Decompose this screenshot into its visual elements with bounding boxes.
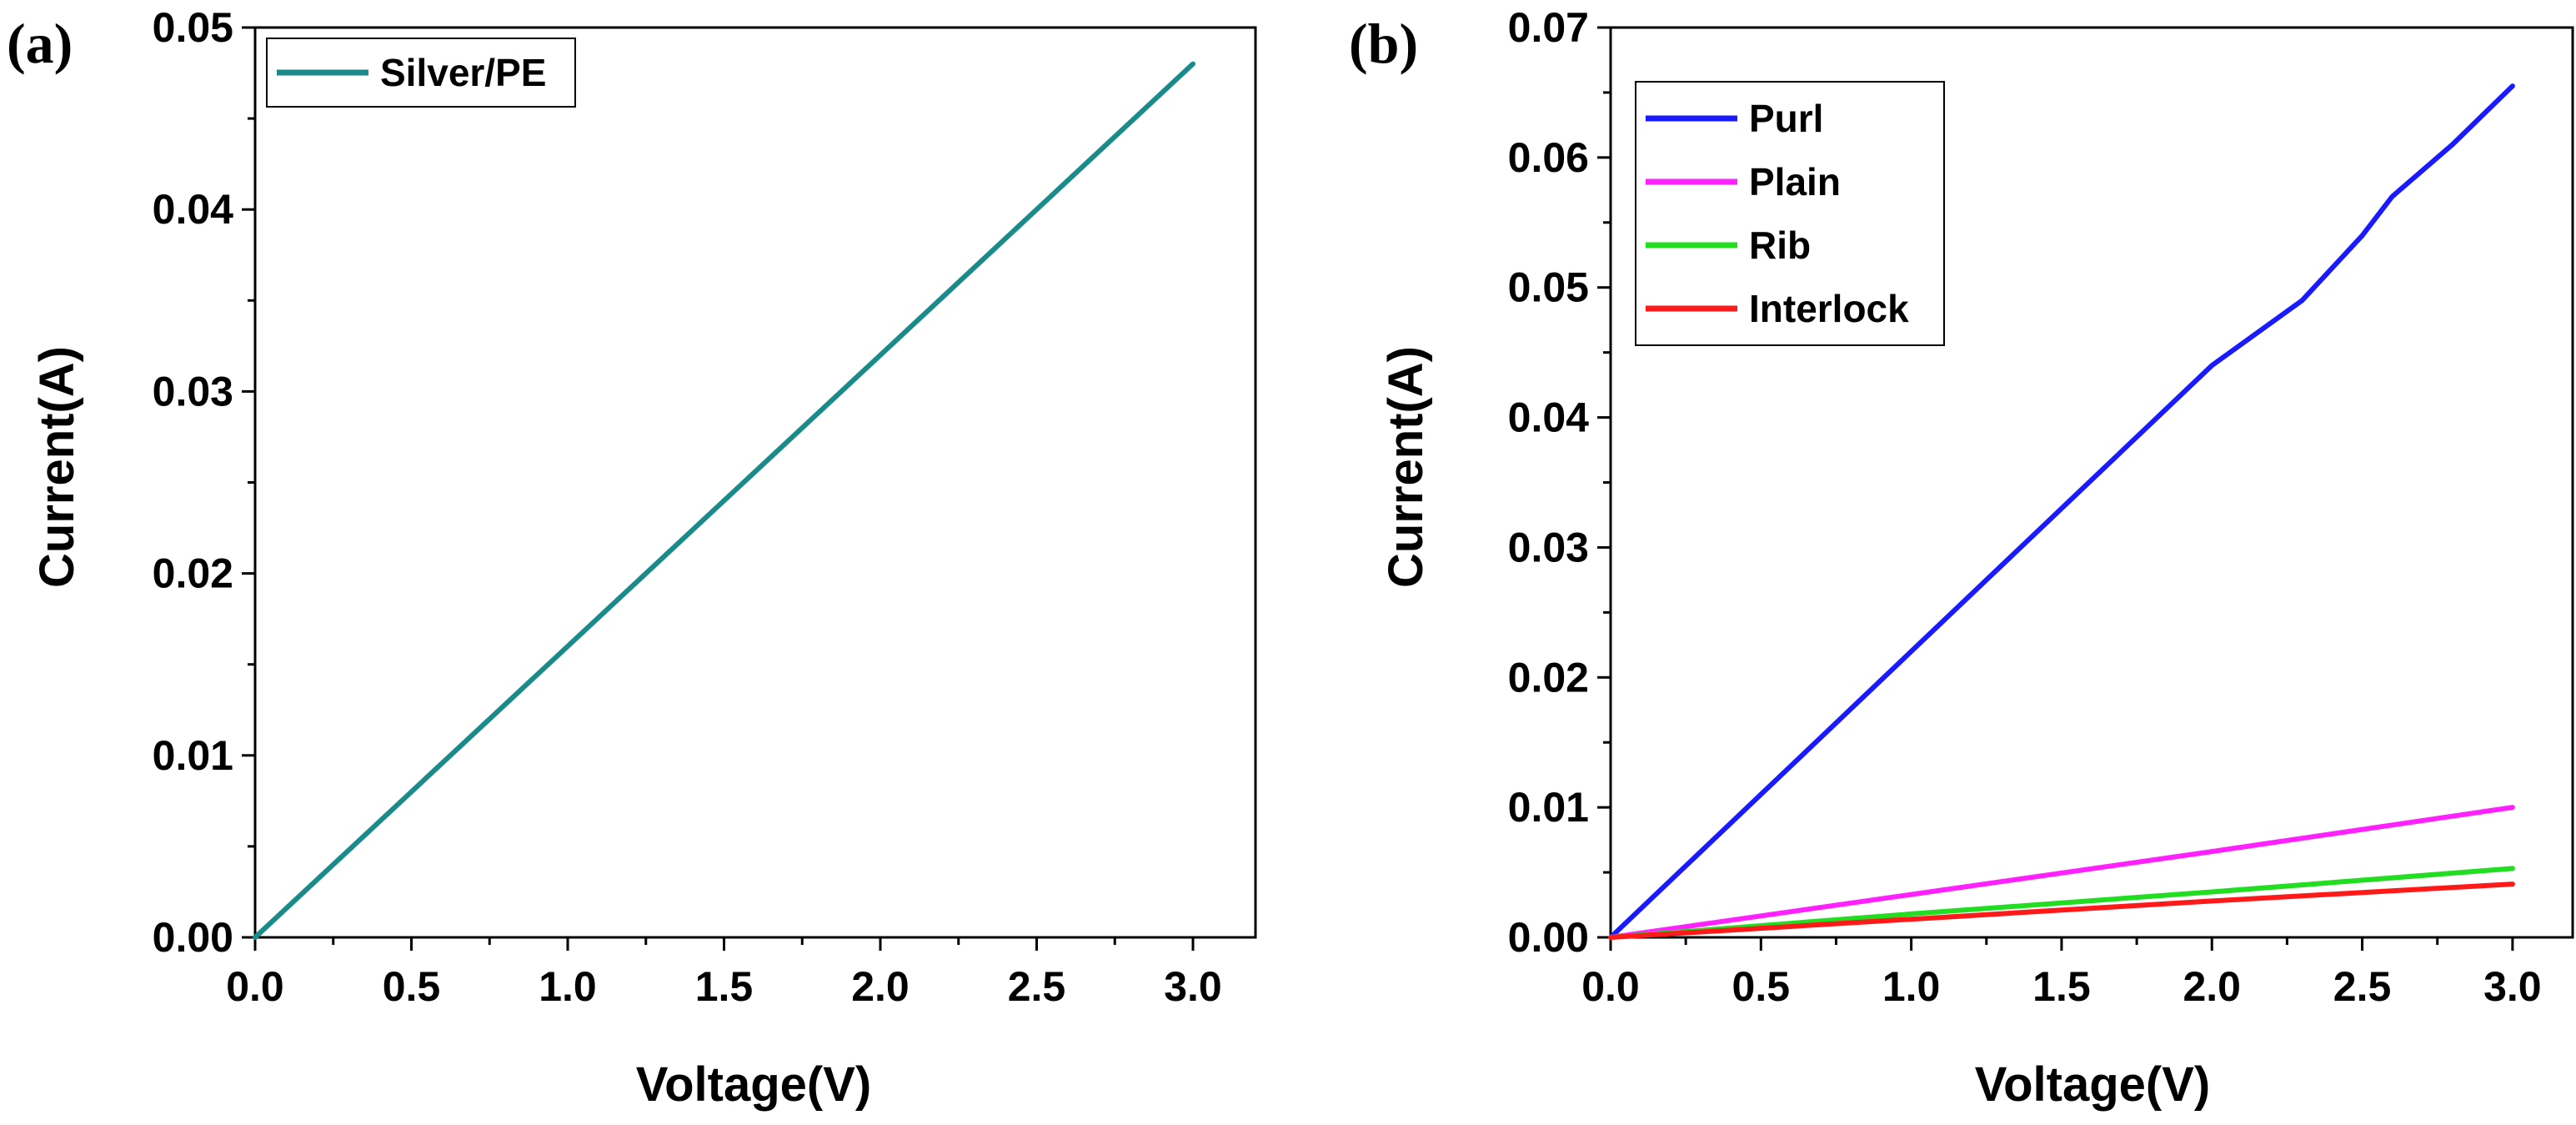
panel-label-a: (a) <box>7 12 73 75</box>
legend-label-purl: Purl <box>1749 97 1823 140</box>
x-tick-label-a: 3.0 <box>1164 963 1222 1010</box>
x-tick-label-b: 3.0 <box>2483 963 2542 1010</box>
x-tick-label-a: 2.5 <box>1008 963 1066 1010</box>
series-line-rib <box>1608 866 2515 940</box>
series-line-purl <box>1608 83 2515 940</box>
x-tick-label-b: 2.0 <box>2183 963 2241 1010</box>
legend-box-b <box>1635 81 1945 346</box>
y-tick-label-a: 0.00 <box>153 914 233 961</box>
chart-panel-b: (b) 0.0 0.5 1.0 1.5 2.0 2.5 3.0 0.00 0.01 0.02 0.0… <box>1349 4 2574 1112</box>
panel-label-b: (b) <box>1349 12 1418 75</box>
x-tick-label-b: 2.5 <box>2333 963 2392 1010</box>
y-tick-label-b: 0.03 <box>1508 524 1589 570</box>
chart-panel-a: (a) 0.0 0.5 1.0 1.5 2.0 2.5 3.0 0.00 0.01 0.02 0.0… <box>7 4 1257 1112</box>
x-tick-label-a: 0.5 <box>383 963 441 1010</box>
legend-a: Silver/PE <box>266 38 576 108</box>
legend-b: Purl Plain Rib Interlock <box>1635 81 1945 346</box>
y-tick-label-b: 0.00 <box>1508 914 1589 961</box>
x-tick-label-a: 0.0 <box>226 963 284 1010</box>
y-axis-title-b: Current(A) <box>1379 346 1433 588</box>
series-line-plain <box>1608 805 2515 940</box>
x-tick-label-a: 1.5 <box>695 963 754 1010</box>
y-tick-label-b: 0.04 <box>1508 394 1590 441</box>
x-tick-label-b: 0.0 <box>1581 963 1640 1010</box>
x-tick-label-b: 1.5 <box>2032 963 2091 1010</box>
x-axis-title-a: Voltage(V) <box>636 1057 872 1112</box>
y-tick-label-a: 0.02 <box>153 550 233 597</box>
y-tick-label-b: 0.06 <box>1508 134 1589 181</box>
y-tick-label-b: 0.05 <box>1508 264 1589 311</box>
y-tick-label-a: 0.01 <box>153 732 233 779</box>
x-tick-label-b: 1.0 <box>1882 963 1941 1010</box>
legend-label-plain: Plain <box>1749 160 1841 203</box>
x-tick-label-a: 1.0 <box>539 963 597 1010</box>
legend-label-rib: Rib <box>1749 223 1811 267</box>
y-tick-label-a: 0.05 <box>153 4 233 51</box>
series-line-interlock <box>1608 881 2515 940</box>
x-tick-label-b: 0.5 <box>1732 963 1791 1010</box>
y-tick-label-a: 0.03 <box>153 368 233 414</box>
legend-label-silver-pe: Silver/PE <box>380 51 546 94</box>
x-axis-title-b: Voltage(V) <box>1975 1057 2211 1112</box>
y-tick-label-b: 0.07 <box>1508 4 1589 51</box>
y-axis-title-a: Current(A) <box>30 346 84 588</box>
series-line-silver-pe <box>253 61 1195 940</box>
y-tick-label-b: 0.02 <box>1508 654 1589 701</box>
y-tick-label-a: 0.04 <box>153 186 234 233</box>
y-tick-label-b: 0.01 <box>1508 784 1589 831</box>
x-tick-label-a: 2.0 <box>851 963 910 1010</box>
legend-label-interlock: Interlock <box>1749 287 1909 330</box>
